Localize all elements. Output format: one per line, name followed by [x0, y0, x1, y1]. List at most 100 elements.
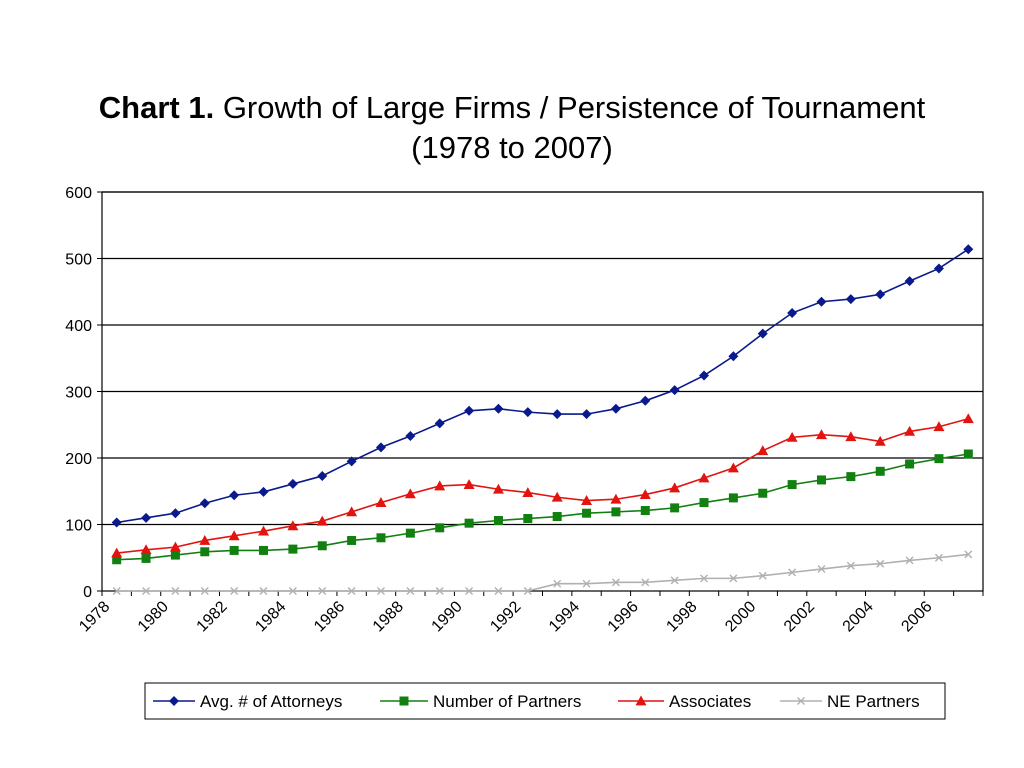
x-tick-label: 1984: [252, 598, 289, 635]
data-point: [140, 544, 152, 555]
legend-label: Associates: [669, 692, 751, 711]
data-point: [258, 525, 270, 536]
data-point: [199, 498, 210, 509]
data-point: [229, 490, 240, 501]
data-point: [111, 517, 122, 528]
data-point: [523, 514, 533, 524]
data-point: [788, 568, 797, 577]
data-point: [905, 556, 914, 565]
data-point: [259, 545, 269, 555]
y-tick-label: 300: [65, 385, 92, 402]
data-point: [434, 480, 446, 491]
data-point-stroke: [670, 576, 679, 585]
data-point: [699, 370, 710, 381]
legend-item: Associates: [618, 692, 751, 711]
data-point-stroke: [523, 587, 532, 595]
data-point: [141, 553, 151, 563]
data-point: [727, 462, 739, 473]
data-point: [288, 587, 297, 595]
chart-title-bold: Chart 1.: [98, 90, 215, 125]
data-point: [434, 418, 445, 429]
data-point: [786, 431, 798, 442]
data-point-stroke: [729, 574, 738, 583]
data-point: [464, 518, 474, 528]
data-point-stroke: [376, 587, 385, 595]
series-line: [116, 417, 969, 554]
data-point: [347, 535, 357, 545]
data-point-stroke: [259, 587, 268, 595]
data-point: [229, 545, 239, 555]
y-tick-label: 0: [83, 584, 92, 601]
y-tick-label: 400: [65, 318, 92, 335]
data-point: [581, 495, 593, 505]
data-point: [787, 308, 798, 319]
data-point: [963, 449, 973, 459]
y-tick-label: 500: [65, 252, 92, 269]
data-point: [635, 695, 647, 706]
data-point: [758, 571, 767, 580]
data-point: [200, 547, 210, 557]
data-point: [582, 579, 591, 588]
x-tick-label: 1986: [311, 598, 348, 635]
x-tick-label: 2002: [781, 598, 818, 635]
chart-title-line2: (1978 to 2007): [411, 130, 613, 165]
data-point: [934, 454, 944, 464]
data-point: [816, 296, 827, 307]
data-point: [287, 520, 299, 531]
data-point: [405, 431, 416, 442]
data-point: [169, 696, 179, 706]
data-point: [141, 512, 152, 523]
data-point: [611, 507, 621, 517]
data-point-stroke: [788, 568, 797, 577]
x-tick-label: 1998: [663, 598, 700, 635]
legend-label: Avg. # of Attorneys: [200, 692, 342, 711]
data-point: [610, 403, 621, 414]
x-tick-label: 2000: [722, 598, 759, 635]
data-point: [582, 508, 592, 518]
data-point-stroke: [465, 587, 474, 595]
data-point: [375, 497, 387, 507]
x-tick-label: 2006: [898, 598, 935, 635]
data-point: [757, 445, 769, 456]
data-point: [670, 503, 680, 513]
data-point: [494, 587, 503, 595]
data-point: [228, 530, 240, 541]
data-point-stroke: [288, 587, 297, 595]
data-point-stroke: [200, 587, 209, 595]
data-point: [640, 506, 650, 516]
data-point: [641, 578, 650, 587]
data-point: [758, 488, 768, 498]
data-point-stroke: [964, 550, 973, 559]
data-point: [846, 472, 856, 482]
data-point-stroke: [582, 579, 591, 588]
data-point: [729, 574, 738, 583]
data-point: [698, 472, 710, 483]
data-point: [318, 587, 327, 595]
data-point: [399, 696, 409, 706]
data-point: [287, 478, 298, 489]
data-point: [904, 425, 916, 436]
data-point: [552, 512, 562, 522]
data-point: [581, 409, 592, 420]
series-group: [111, 244, 974, 595]
data-point: [111, 547, 123, 558]
data-point: [493, 516, 503, 526]
data-point-stroke: [112, 587, 121, 595]
data-point: [905, 459, 915, 469]
data-point: [816, 475, 826, 485]
data-point: [640, 395, 651, 406]
data-point: [258, 486, 269, 497]
data-point: [464, 405, 475, 416]
x-tick-label: 1996: [605, 598, 642, 635]
x-tick-label: 1988: [370, 598, 407, 635]
data-point: [964, 550, 973, 559]
data-point: [522, 407, 533, 418]
data-point-stroke: [700, 574, 709, 583]
data-point: [493, 403, 504, 414]
chart-title: Chart 1. Growth of Large Firms / Persist…: [0, 88, 1024, 168]
data-point: [317, 541, 327, 551]
data-point-stroke: [876, 559, 885, 568]
data-point: [610, 493, 622, 504]
data-point: [375, 442, 386, 453]
data-point: [845, 294, 856, 305]
